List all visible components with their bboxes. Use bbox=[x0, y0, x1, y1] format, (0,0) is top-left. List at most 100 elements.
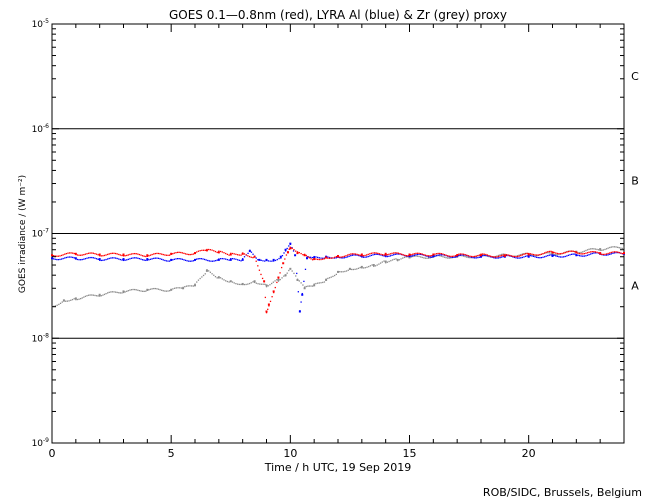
series-1-point-18 bbox=[298, 310, 301, 313]
series-1-trace-dot bbox=[311, 256, 314, 259]
series-1-trace-dot bbox=[578, 255, 581, 257]
series-2-trace-dot bbox=[423, 257, 425, 259]
series-2-trace-dot bbox=[334, 274, 336, 277]
series-1-trace-dot bbox=[64, 257, 66, 259]
series-0-trace-dot bbox=[146, 255, 149, 257]
series-1-trace-dot bbox=[129, 258, 131, 260]
series-1-trace-dot bbox=[108, 257, 110, 260]
series-0-trace-dot bbox=[472, 255, 474, 258]
series-1-trace-dot bbox=[100, 259, 102, 262]
series-2-trace-dot bbox=[134, 288, 136, 291]
series-1-trace-dot bbox=[494, 257, 496, 259]
series-2-trace-dot bbox=[400, 258, 402, 260]
series-0-trace-dot bbox=[450, 255, 452, 258]
series-0-trace-dot bbox=[348, 253, 350, 256]
series-2-trace-dot bbox=[599, 249, 601, 252]
series-0-trace-dot bbox=[540, 253, 543, 255]
series-1-trace-dot bbox=[202, 258, 204, 260]
series-2-trace-dot bbox=[70, 299, 72, 301]
series-0-trace-dot bbox=[338, 256, 341, 258]
series-2-trace-dot bbox=[580, 251, 582, 254]
series-2-trace-dot bbox=[443, 256, 446, 258]
series-0-trace-dot bbox=[496, 256, 498, 258]
series-2-trace-dot bbox=[257, 283, 259, 285]
series-2-point-24 bbox=[360, 265, 363, 268]
series-0-trace-dot bbox=[80, 254, 82, 256]
series-0-trace-dot bbox=[196, 251, 198, 253]
series-2-trace-dot bbox=[391, 259, 394, 261]
series-0-point-15 bbox=[272, 290, 275, 293]
series-0-trace-dot bbox=[459, 253, 462, 255]
series-2-trace-dot bbox=[145, 290, 147, 292]
series-1-trace-dot bbox=[257, 259, 259, 261]
series-0-trace-dot bbox=[167, 254, 169, 256]
series-0-trace-dot bbox=[100, 255, 102, 257]
series-1-trace-dot bbox=[146, 259, 149, 261]
series-0-trace-dot bbox=[143, 255, 145, 257]
series-1-trace-dot bbox=[532, 255, 535, 257]
series-1-trace-dot bbox=[551, 254, 554, 256]
series-2-point-15 bbox=[277, 278, 280, 281]
series-1-trace-dot bbox=[478, 256, 481, 258]
series-0-trace-dot bbox=[523, 253, 525, 255]
series-0-trace-dot bbox=[507, 254, 509, 256]
series-0-trace-dot bbox=[92, 252, 95, 254]
series-0-trace-dot bbox=[183, 252, 185, 254]
series-0-trace-dot bbox=[547, 251, 549, 253]
series-1-point-29 bbox=[480, 255, 482, 258]
series-0-trace-dot bbox=[613, 251, 616, 253]
series-0-trace-dot bbox=[130, 253, 133, 255]
series-0-trace-dot bbox=[386, 254, 388, 256]
series-2-point-18 bbox=[296, 278, 299, 281]
series-0-trace-dot bbox=[267, 308, 269, 310]
series-2-trace-dot bbox=[83, 296, 85, 298]
series-0-trace-dot bbox=[285, 254, 288, 256]
series-1-trace-dot bbox=[358, 254, 360, 257]
series-1-trace-dot bbox=[567, 254, 570, 256]
series-0-trace-dot bbox=[129, 253, 131, 256]
series-0-trace-dot bbox=[346, 254, 349, 256]
series-0-trace-dot bbox=[204, 249, 206, 251]
series-0-trace-dot bbox=[135, 253, 137, 255]
series-2-trace-dot bbox=[469, 257, 471, 259]
series-1-trace-dot bbox=[559, 256, 562, 258]
series-1-trace-dot bbox=[613, 252, 616, 254]
series-2-trace-dot bbox=[610, 246, 612, 248]
series-2-trace-dot bbox=[233, 282, 235, 284]
series-0-trace-dot bbox=[308, 257, 311, 259]
series-0-trace-dot bbox=[211, 249, 213, 251]
series-2-trace-dot bbox=[501, 253, 503, 256]
series-2-trace-dot bbox=[420, 256, 422, 258]
series-1-trace-dot bbox=[230, 258, 232, 260]
series-1-trace-dot bbox=[95, 258, 98, 260]
series-2-trace-dot bbox=[395, 258, 397, 260]
series-0-trace-dot bbox=[458, 253, 460, 255]
series-1-trace-dot bbox=[111, 257, 114, 259]
series-2-trace-dot bbox=[231, 281, 234, 283]
series-1-trace-dot bbox=[192, 260, 195, 262]
series-0-trace-dot bbox=[342, 256, 344, 258]
series-2-trace-dot bbox=[340, 271, 343, 273]
series-0-trace-dot bbox=[501, 254, 503, 257]
x-tick-label-1: 5 bbox=[168, 447, 175, 460]
series-2-trace-dot bbox=[368, 265, 370, 268]
series-1-trace-dot bbox=[153, 257, 155, 260]
series-2-trace-dot bbox=[313, 283, 315, 285]
series-0-trace-dot bbox=[620, 252, 622, 254]
series-0-trace-dot bbox=[405, 255, 408, 257]
series-1-trace-dot bbox=[354, 254, 357, 256]
series-0-trace-dot bbox=[448, 255, 450, 257]
series-0-trace-dot bbox=[351, 253, 353, 255]
series-1-trace-dot bbox=[240, 260, 242, 262]
series-2-trace-dot bbox=[462, 255, 465, 257]
series-2-trace-dot bbox=[620, 247, 622, 249]
series-1-trace-dot bbox=[437, 254, 439, 256]
series-2-trace-dot bbox=[555, 254, 557, 256]
series-2-trace-dot bbox=[359, 266, 361, 269]
series-1-trace-dot bbox=[281, 254, 284, 257]
y-ticks: 10-5 10-6 10-7 10-8 10-9 bbox=[32, 18, 624, 449]
series-0-trace-dot bbox=[95, 253, 98, 255]
series-1-trace-dot bbox=[175, 258, 177, 260]
series-2-trace-dot bbox=[373, 265, 375, 268]
series-2-trace-dot bbox=[413, 255, 415, 257]
